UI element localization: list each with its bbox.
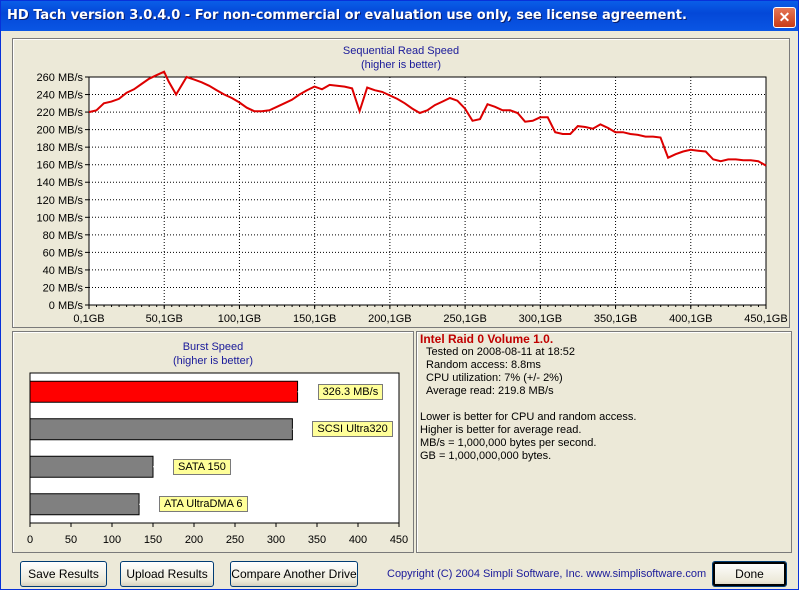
burst-x-tick-label: 100	[103, 534, 121, 546]
read-y-tick-label: 140 MB/s	[37, 177, 84, 189]
burst-chart-title: Burst Speed	[182, 341, 244, 353]
save-results-button[interactable]: Save Results	[20, 561, 107, 587]
upload-results-button[interactable]: Upload Results	[120, 561, 214, 587]
note-mbs: MB/s = 1,000,000 bytes per second.	[420, 437, 597, 449]
burst-x-tick-label: 350	[308, 534, 326, 546]
read-x-tick-label: 150,1GB	[293, 313, 336, 325]
results-panel	[416, 331, 792, 553]
done-button[interactable]: Done	[712, 561, 787, 587]
read-y-tick-label: 40 MB/s	[43, 265, 84, 277]
window-title: HD Tach version 3.0.4.0 - For non-commer…	[7, 8, 687, 23]
read-speed-series-line	[88, 70, 767, 167]
read-x-tick-label: 100,1GB	[218, 313, 261, 325]
random-access: Random access: 8.8ms	[426, 359, 541, 371]
burst-x-tick-label: 450	[390, 534, 408, 546]
read-y-tick-label: 200 MB/s	[37, 125, 84, 137]
burst-bar	[29, 493, 140, 516]
read-y-tick-label: 120 MB/s	[37, 195, 84, 207]
read-y-tick-label: 240 MB/s	[37, 90, 84, 102]
drive-name: Intel Raid 0 Volume 1.0.	[420, 332, 554, 346]
tested-on: Tested on 2008-08-11 at 18:52	[426, 346, 576, 358]
close-button[interactable]: ✕	[773, 7, 796, 28]
note-average: Higher is better for average read.	[420, 424, 582, 436]
burst-x-tick-label: 50	[65, 534, 77, 546]
read-y-tick-label: 100 MB/s	[37, 212, 84, 224]
read-x-tick-label: 200,1GB	[368, 313, 411, 325]
burst-bar	[29, 455, 154, 478]
read-chart-subtitle: (higher is better)	[360, 59, 442, 71]
burst-bar-label: 326.3 MB/s	[317, 383, 384, 400]
read-x-tick-label: 50,1GB	[146, 313, 183, 325]
average-read: Average read: 219.8 MB/s	[426, 385, 554, 397]
note-cpu: Lower is better for CPU and random acces…	[420, 411, 637, 423]
read-y-tick-label: 260 MB/s	[37, 72, 84, 84]
read-x-tick-label: 300,1GB	[519, 313, 562, 325]
read-y-tick-label: 220 MB/s	[37, 107, 84, 119]
burst-bar-label: SATA 150	[173, 458, 231, 475]
burst-x-tick-label: 400	[349, 534, 367, 546]
burst-chart-subtitle: (higher is better)	[172, 355, 254, 367]
read-y-tick-label: 20 MB/s	[43, 282, 84, 294]
burst-bar	[29, 380, 299, 403]
read-x-tick-label: 250,1GB	[443, 313, 486, 325]
read-x-tick-label: 350,1GB	[594, 313, 637, 325]
burst-x-tick-label: 0	[27, 534, 33, 546]
burst-x-tick-label: 200	[185, 534, 203, 546]
note-gb: GB = 1,000,000,000 bytes.	[420, 450, 552, 462]
read-y-tick-label: 60 MB/s	[43, 247, 84, 259]
read-plot-area	[88, 76, 767, 306]
read-x-tick-label: 400,1GB	[669, 313, 712, 325]
read-y-tick-label: 80 MB/s	[43, 230, 84, 242]
read-y-tick-label: 160 MB/s	[37, 160, 84, 172]
burst-x-tick-label: 300	[267, 534, 285, 546]
read-x-tick-label: 0,1GB	[73, 313, 104, 325]
burst-x-tick-label: 250	[226, 534, 244, 546]
title-bar: HD Tach version 3.0.4.0 - For non-commer…	[1, 1, 798, 31]
compare-drive-button[interactable]: Compare Another Drive	[230, 561, 358, 587]
read-y-tick-label: 0 MB/s	[49, 300, 84, 312]
burst-x-tick-label: 150	[144, 534, 162, 546]
read-y-tick-label: 180 MB/s	[37, 142, 84, 154]
copyright-text: Copyright (C) 2004 Simpli Software, Inc.…	[387, 568, 707, 580]
read-x-tick-label: 450,1GB	[744, 313, 787, 325]
results-text: Intel Raid 0 Volume 1.0. Tested on 2008-…	[420, 333, 790, 463]
burst-bar-label: ATA UltraDMA 6	[159, 496, 248, 513]
burst-bar	[29, 418, 293, 441]
burst-bar-label: SCSI Ultra320	[312, 421, 393, 438]
read-chart-title: Sequential Read Speed	[342, 45, 460, 57]
cpu-utilization: CPU utilization: 7% (+/- 2%)	[426, 372, 563, 384]
